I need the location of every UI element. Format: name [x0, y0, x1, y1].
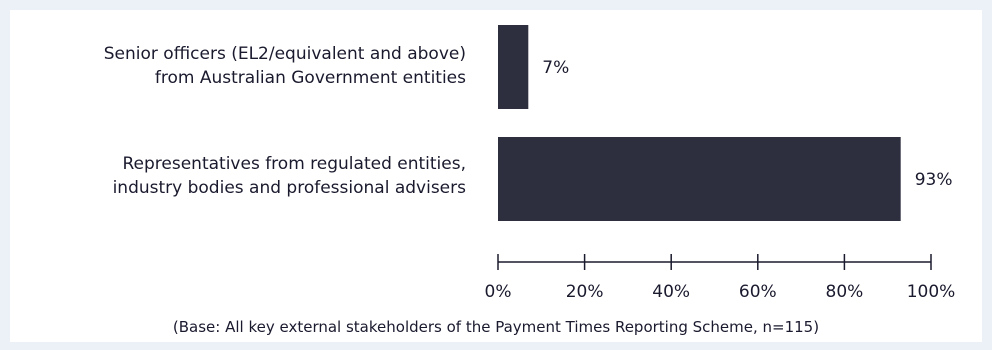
x-tick-label: 80%	[826, 282, 864, 302]
category-label-representatives: Representatives from regulated entities,…	[6, 152, 466, 200]
x-tick-label: 100%	[907, 282, 956, 302]
x-tick-label: 20%	[566, 282, 604, 302]
category-label-line: Senior officers (EL2/equivalent and abov…	[103, 44, 466, 64]
chart-panel: Senior officers (EL2/equivalent and abov…	[10, 10, 982, 342]
category-label-senior-officers: Senior officers (EL2/equivalent and abov…	[6, 42, 466, 90]
category-label-line: Representatives from regulated entities,	[122, 154, 466, 174]
data-label: 7%	[542, 58, 569, 78]
x-tick-label: 60%	[739, 282, 777, 302]
base-note: (Base: All key external stakeholders of …	[172, 318, 820, 336]
category-label-line: from Australian Government entities	[154, 68, 466, 88]
bar-chart: 7% 93% 0% 20% 40% 60% 80% 100%	[485, 25, 956, 302]
x-tick-label: 0%	[485, 282, 512, 302]
bar	[498, 137, 901, 221]
data-label: 93%	[915, 170, 953, 190]
category-label-line: industry bodies and professional adviser…	[112, 178, 466, 198]
bar	[498, 25, 529, 109]
x-tick-label: 40%	[652, 282, 690, 302]
